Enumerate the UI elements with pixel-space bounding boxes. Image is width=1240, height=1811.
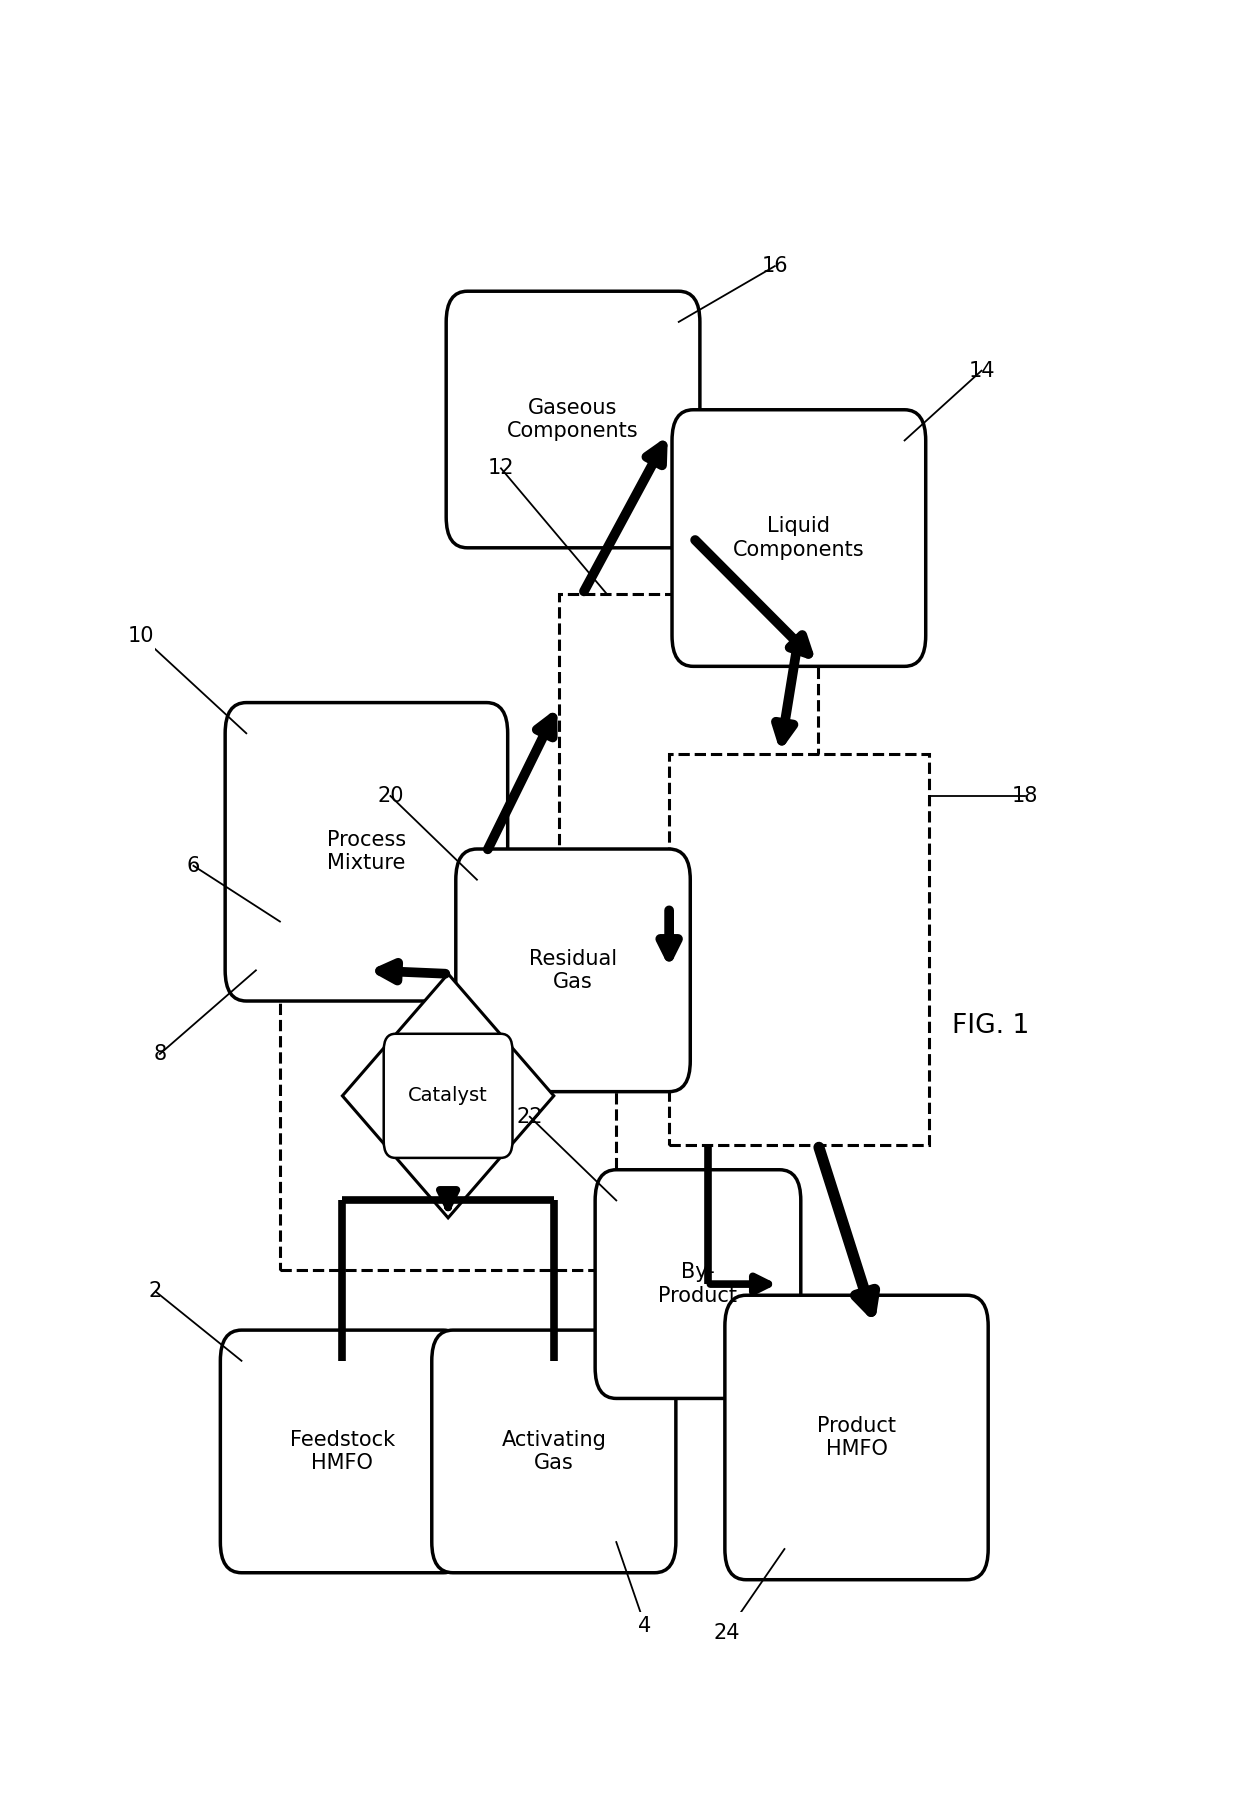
FancyBboxPatch shape — [672, 409, 926, 666]
Text: 14: 14 — [968, 360, 994, 380]
FancyBboxPatch shape — [432, 1329, 676, 1572]
FancyBboxPatch shape — [221, 1329, 465, 1572]
FancyBboxPatch shape — [725, 1295, 988, 1579]
Text: Feedstock
HMFO: Feedstock HMFO — [290, 1431, 396, 1472]
Text: 22: 22 — [517, 1107, 543, 1126]
Text: 4: 4 — [639, 1615, 652, 1635]
Text: Gaseous
Components: Gaseous Components — [507, 398, 639, 442]
FancyBboxPatch shape — [456, 849, 691, 1092]
Text: 12: 12 — [487, 458, 515, 478]
Text: By-
Product: By- Product — [658, 1262, 738, 1306]
Text: 16: 16 — [761, 255, 789, 275]
Bar — [280, 922, 616, 1270]
Text: Activating
Gas: Activating Gas — [501, 1431, 606, 1472]
Text: 20: 20 — [377, 786, 404, 806]
Bar — [670, 753, 929, 1145]
Text: 10: 10 — [128, 625, 154, 647]
Text: FIG. 1: FIG. 1 — [952, 1012, 1029, 1040]
Text: Residual
Gas: Residual Gas — [529, 949, 618, 992]
Text: 2: 2 — [149, 1280, 161, 1300]
FancyBboxPatch shape — [446, 292, 699, 547]
Text: Process
Mixture: Process Mixture — [327, 829, 405, 873]
Text: Product
HMFO: Product HMFO — [817, 1416, 897, 1460]
Text: 8: 8 — [154, 1043, 166, 1065]
Text: 24: 24 — [713, 1623, 740, 1643]
Text: 6: 6 — [187, 857, 200, 877]
Text: Liquid
Components: Liquid Components — [733, 516, 864, 560]
FancyBboxPatch shape — [226, 703, 507, 1001]
FancyBboxPatch shape — [595, 1170, 801, 1398]
Text: Catalyst: Catalyst — [408, 1087, 489, 1105]
Polygon shape — [342, 974, 554, 1217]
FancyBboxPatch shape — [383, 1034, 512, 1157]
Bar — [559, 594, 818, 873]
Text: 18: 18 — [1012, 786, 1038, 806]
